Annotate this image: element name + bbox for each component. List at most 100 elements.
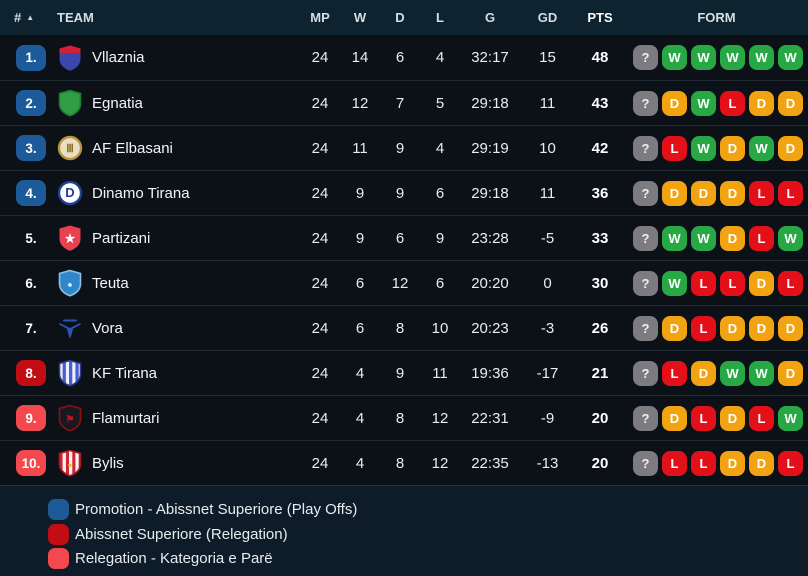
d-value: 12 <box>391 274 409 292</box>
header-w[interactable]: W <box>353 10 367 25</box>
d-value: 8 <box>395 319 405 337</box>
gd-value: -13 <box>536 454 559 472</box>
form-result-badge[interactable]: W <box>691 90 716 116</box>
form-result-badge[interactable]: D <box>749 270 774 296</box>
form-result-badge[interactable]: L <box>691 450 716 476</box>
g-value: 29:18 <box>471 94 509 112</box>
header-mp[interactable]: MP <box>310 10 330 25</box>
form-result-badge[interactable]: W <box>691 135 716 161</box>
form-result-badge[interactable]: L <box>778 450 803 476</box>
table-row[interactable]: 10. ● Bylis 24 4 8 12 22:35 -13 20 ? L L D D… <box>0 440 808 485</box>
table-row[interactable]: 6. ● Teuta 24 6 12 6 20:20 0 30 ? W L L D L <box>0 260 808 305</box>
form-result-badge[interactable]: D <box>662 315 687 341</box>
header-g[interactable]: G <box>484 10 496 25</box>
position-badge: 5. <box>25 230 37 246</box>
form-result-badge[interactable]: D <box>749 315 774 341</box>
header-pos-label: # <box>14 10 22 25</box>
form-upcoming-badge[interactable]: ? <box>633 135 658 161</box>
table-row[interactable]: 8. KF Tirana 24 4 9 11 19:36 -17 21 ? L D W… <box>0 350 808 395</box>
form-result-badge[interactable]: W <box>778 45 803 70</box>
g-value: 19:36 <box>471 364 509 382</box>
form-result-badge[interactable]: D <box>720 180 745 206</box>
form-result-badge[interactable]: L <box>662 450 687 476</box>
form-result-badge[interactable]: D <box>691 360 716 386</box>
form-result-badge[interactable]: D <box>720 225 745 251</box>
header-d[interactable]: D <box>395 10 405 25</box>
form-result-badge[interactable]: L <box>778 270 803 296</box>
form-result-badge[interactable]: L <box>720 90 745 116</box>
d-value: 7 <box>395 94 405 112</box>
header-pts[interactable]: PTS <box>587 10 613 25</box>
form-result-badge[interactable]: W <box>749 135 774 161</box>
gd-value: -3 <box>540 319 555 337</box>
form-result-badge[interactable]: L <box>691 405 716 431</box>
form-result-badge[interactable]: L <box>662 135 687 161</box>
form-upcoming-badge[interactable]: ? <box>633 360 658 386</box>
form-upcoming-badge[interactable]: ? <box>633 45 658 70</box>
form-result-badge[interactable]: L <box>749 225 774 251</box>
header-form[interactable]: FORM <box>697 10 736 25</box>
mp-value: 24 <box>311 364 329 382</box>
form-result-badge[interactable]: D <box>749 450 774 476</box>
w-value: 12 <box>351 94 369 112</box>
form-result-badge[interactable]: D <box>720 450 745 476</box>
form-result-badge[interactable]: W <box>662 225 687 251</box>
table-row[interactable]: 1. Vllaznia 24 14 6 4 32:17 15 48 ? W W W W W <box>0 35 808 80</box>
form-result-badge[interactable]: W <box>691 45 716 70</box>
table-row[interactable]: 3. Ⅲ AF Elbasani 24 11 9 4 29:19 10 42 ?… <box>0 125 808 170</box>
form-upcoming-badge[interactable]: ? <box>633 225 658 251</box>
form-result-badge[interactable]: D <box>662 405 687 431</box>
form-result-badge[interactable]: L <box>778 180 803 206</box>
form-result-badge[interactable]: L <box>662 360 687 386</box>
form-upcoming-badge[interactable]: ? <box>633 450 658 476</box>
form-cell: ? D L D D D <box>625 315 808 341</box>
form-result-badge[interactable]: W <box>662 270 687 296</box>
form-result-badge[interactable]: L <box>749 405 774 431</box>
form-result-badge[interactable]: D <box>749 90 774 116</box>
form-result-badge[interactable]: L <box>691 270 716 296</box>
form-result-badge[interactable]: D <box>720 405 745 431</box>
form-result-badge[interactable]: W <box>749 45 774 70</box>
form-cell: ? L L D D L <box>625 450 808 476</box>
form-upcoming-badge[interactable]: ? <box>633 180 658 206</box>
header-gd[interactable]: GD <box>537 10 558 25</box>
form-upcoming-badge[interactable]: ? <box>633 315 658 341</box>
legend-item: Relegation - Kategoria e Parë <box>48 548 808 569</box>
position-badge: 9. <box>16 405 46 431</box>
form-result-badge[interactable]: D <box>720 315 745 341</box>
header-pos[interactable]: # ▲ <box>0 10 55 25</box>
form-upcoming-badge[interactable]: ? <box>633 405 658 431</box>
d-value: 9 <box>395 364 405 382</box>
pts-value: 26 <box>591 319 609 337</box>
form-upcoming-badge[interactable]: ? <box>633 90 658 116</box>
form-result-badge[interactable]: D <box>720 135 745 161</box>
form-result-badge[interactable]: W <box>720 360 745 386</box>
form-result-badge[interactable]: L <box>720 270 745 296</box>
form-result-badge[interactable]: W <box>778 225 803 251</box>
form-result-badge[interactable]: D <box>778 315 803 341</box>
table-row[interactable]: 7. Vora 24 6 8 10 20:23 -3 26 ? D L D D D <box>0 305 808 350</box>
form-result-badge[interactable]: W <box>720 45 745 70</box>
form-result-badge[interactable]: D <box>662 90 687 116</box>
form-result-badge[interactable]: L <box>749 180 774 206</box>
form-result-badge[interactable]: L <box>691 315 716 341</box>
header-team[interactable]: TEAM <box>57 10 94 25</box>
table-row[interactable]: 2. Egnatia 24 12 7 5 29:18 11 43 ? D W L D D <box>0 80 808 125</box>
form-upcoming-badge[interactable]: ? <box>633 270 658 296</box>
team-crest-icon: ● <box>57 449 83 477</box>
table-row[interactable]: 9. ⚑ Flamurtari 24 4 8 12 22:31 -9 20 ? D… <box>0 395 808 440</box>
form-result-badge[interactable]: D <box>778 90 803 116</box>
form-result-badge[interactable]: D <box>662 180 687 206</box>
team-crest-icon <box>57 359 83 387</box>
form-result-badge[interactable]: D <box>778 360 803 386</box>
form-result-badge[interactable]: W <box>778 405 803 431</box>
form-result-badge[interactable]: W <box>691 225 716 251</box>
form-result-badge[interactable]: D <box>778 135 803 161</box>
form-result-badge[interactable]: W <box>662 45 687 70</box>
d-value: 6 <box>395 49 405 66</box>
form-result-badge[interactable]: W <box>749 360 774 386</box>
table-row[interactable]: 5. ★ Partizani 24 9 6 9 23:28 -5 33 ? W W D… <box>0 215 808 260</box>
form-result-badge[interactable]: D <box>691 180 716 206</box>
table-row[interactable]: 4. D Dinamo Tirana 24 9 9 6 29:18 11 36 … <box>0 170 808 215</box>
header-l[interactable]: L <box>436 10 444 25</box>
